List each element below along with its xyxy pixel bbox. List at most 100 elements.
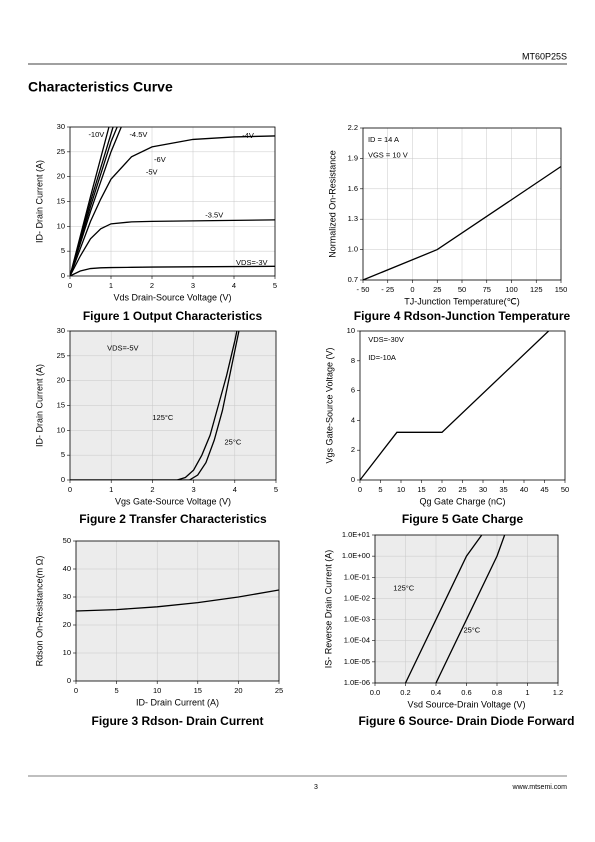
x-tick-label: 25 bbox=[275, 686, 283, 695]
figure-title: Figure 1 Output Characteristics bbox=[83, 309, 263, 323]
plot-frame bbox=[359, 330, 566, 481]
y-axis-label: ID- Drain Current (A) bbox=[34, 364, 44, 447]
y-tick-label: 30 bbox=[57, 122, 65, 131]
x-tick-label: 10 bbox=[397, 485, 405, 494]
y-axis-label: IS- Reverse Drain Current (A) bbox=[323, 550, 333, 669]
curve bbox=[70, 127, 122, 276]
x-axis-label: TJ-Junction Temperature(℃) bbox=[404, 296, 519, 306]
y-tick-label: 10 bbox=[57, 425, 65, 434]
curve bbox=[70, 265, 275, 276]
annotation: ID=-10A bbox=[368, 353, 396, 362]
curve bbox=[76, 589, 279, 612]
x-tick-label: 25 bbox=[458, 485, 466, 494]
x-tick-label: 0.2 bbox=[400, 688, 410, 697]
curve bbox=[70, 127, 118, 276]
part-number: MT60P25S bbox=[522, 51, 567, 61]
curve-label: -5V bbox=[146, 168, 158, 177]
x-axis-label: Vgs Gate-Source Voltage (V) bbox=[115, 496, 231, 506]
curve bbox=[360, 331, 550, 480]
x-tick-label: 5 bbox=[115, 686, 119, 695]
y-tick-label: 1.0E-03 bbox=[344, 615, 370, 624]
x-tick-label: 1 bbox=[109, 485, 113, 494]
y-tick-label: 1.0E-04 bbox=[344, 636, 370, 645]
x-tick-label: 0 bbox=[74, 686, 78, 695]
figure-title: Figure 4 Rdson-Junction Temperature bbox=[354, 309, 571, 323]
y-axis-label: Normalized On-Resistance bbox=[327, 150, 337, 258]
curve-label: 25°C bbox=[463, 626, 480, 635]
figure-title: Figure 3 Rdson- Drain Current bbox=[91, 714, 263, 728]
y-axis-label: Vgs Gate-Source Voltage (V) bbox=[324, 347, 334, 463]
y-tick-label: 1.0E+01 bbox=[342, 530, 370, 539]
y-tick-label: 0 bbox=[61, 475, 65, 484]
figure-title: Figure 5 Gate Charge bbox=[402, 512, 524, 526]
y-axis-label: ID- Drain Current (A) bbox=[34, 160, 44, 243]
curve bbox=[70, 331, 240, 480]
curve bbox=[70, 127, 110, 276]
x-tick-label: 125 bbox=[530, 285, 543, 294]
x-tick-label: 0 bbox=[68, 281, 72, 290]
x-axis-label: Vsd Source-Drain Voltage (V) bbox=[407, 699, 525, 709]
y-tick-label: 2 bbox=[351, 445, 355, 454]
y-tick-label: 10 bbox=[57, 221, 65, 230]
x-tick-label: 0.6 bbox=[461, 688, 471, 697]
y-tick-label: 1.0E+00 bbox=[342, 551, 370, 560]
curve-label: VDS=-3V bbox=[236, 258, 267, 267]
y-tick-label: 0 bbox=[351, 475, 355, 484]
curve bbox=[70, 331, 238, 480]
x-tick-label: 10 bbox=[153, 686, 161, 695]
page-number: 3 bbox=[314, 784, 318, 791]
annotation: VDS=-5V bbox=[107, 343, 138, 352]
x-tick-label: 0 bbox=[358, 485, 362, 494]
x-tick-label: 1 bbox=[525, 688, 529, 697]
curve bbox=[435, 535, 506, 683]
curve-label: -3.5V bbox=[205, 210, 223, 219]
x-tick-label: 0 bbox=[410, 285, 414, 294]
y-tick-label: 5 bbox=[61, 246, 65, 255]
x-tick-label: 5 bbox=[378, 485, 382, 494]
annotation: VDS=-30V bbox=[368, 335, 404, 344]
plot-area bbox=[360, 331, 565, 480]
annotation: VGS = 10 V bbox=[368, 150, 408, 159]
x-axis-label: Qg Gate Charge (nC) bbox=[419, 496, 505, 506]
x-tick-label: 20 bbox=[234, 686, 242, 695]
x-tick-label: - 25 bbox=[381, 285, 394, 294]
curve-label: -6V bbox=[154, 155, 166, 164]
x-tick-label: - 50 bbox=[357, 285, 370, 294]
y-tick-label: 20 bbox=[63, 620, 71, 629]
y-tick-label: 15 bbox=[57, 196, 65, 205]
x-tick-label: 4 bbox=[232, 281, 236, 290]
y-tick-label: 2.2 bbox=[348, 123, 358, 132]
y-tick-label: 20 bbox=[57, 172, 65, 181]
x-tick-label: 5 bbox=[273, 281, 277, 290]
x-tick-label: 50 bbox=[458, 285, 466, 294]
x-tick-label: 20 bbox=[438, 485, 446, 494]
footer-url: www.mtsemi.com bbox=[512, 784, 568, 791]
curve bbox=[70, 219, 275, 276]
x-tick-label: 0.4 bbox=[431, 688, 441, 697]
y-tick-label: 8 bbox=[351, 356, 355, 365]
y-tick-label: 1.0E-02 bbox=[344, 593, 370, 602]
y-tick-label: 1.0E-05 bbox=[344, 657, 370, 666]
x-tick-label: 45 bbox=[540, 485, 548, 494]
x-tick-label: 4 bbox=[233, 485, 237, 494]
x-axis-label: ID- Drain Current (A) bbox=[136, 697, 219, 707]
curve-label: 125°C bbox=[393, 583, 415, 592]
x-axis-label: Vds Drain-Source Voltage (V) bbox=[113, 292, 231, 302]
y-tick-label: 30 bbox=[63, 592, 71, 601]
figure-title: Figure 2 Transfer Characteristics bbox=[79, 512, 267, 526]
x-tick-label: 50 bbox=[561, 485, 569, 494]
figure-title: Figure 6 Source- Drain Diode Forward bbox=[358, 714, 574, 728]
y-tick-label: 6 bbox=[351, 386, 355, 395]
x-tick-label: 1.2 bbox=[553, 688, 563, 697]
curve bbox=[70, 135, 275, 276]
plot-frame bbox=[374, 534, 559, 684]
x-tick-label: 150 bbox=[555, 285, 568, 294]
y-tick-label: 50 bbox=[63, 536, 71, 545]
curve-label: -4V bbox=[242, 131, 254, 140]
curve-label: 25°C bbox=[225, 438, 242, 447]
x-tick-label: 75 bbox=[483, 285, 491, 294]
y-tick-label: 1.3 bbox=[348, 214, 358, 223]
x-tick-label: 35 bbox=[499, 485, 507, 494]
x-tick-label: 2 bbox=[150, 485, 154, 494]
x-tick-label: 0.8 bbox=[492, 688, 502, 697]
